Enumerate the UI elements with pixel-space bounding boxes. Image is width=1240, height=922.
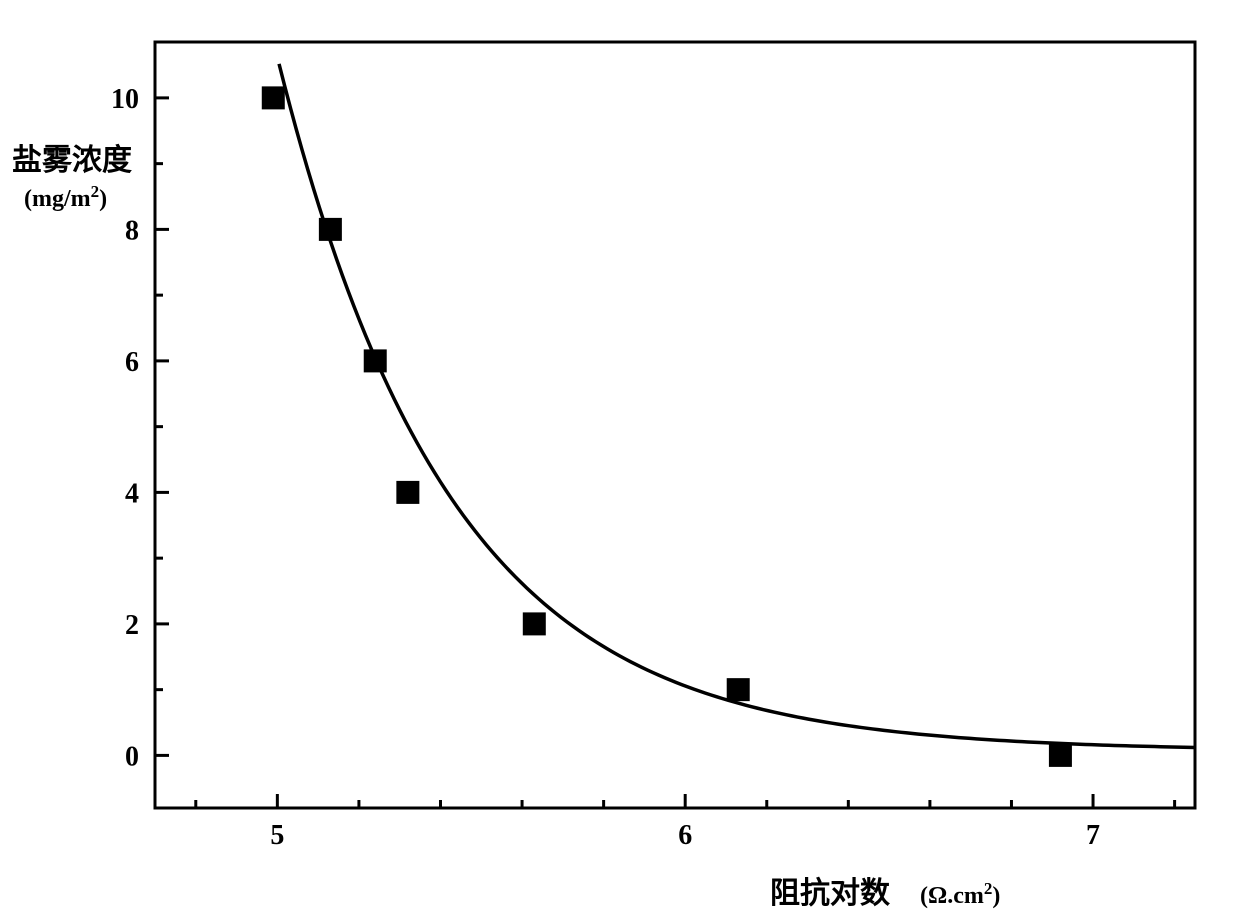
y-axis-label-unit: (mg/m2): [24, 182, 107, 213]
figure: 5 6 7 0 2 4 6 8 10 盐雾浓度 (mg/m2) 阻抗对数 (Ω.cm2): [0, 0, 1240, 922]
y-tick-label: 10: [111, 84, 139, 115]
x-axis-label-cn: 阻抗对数: [770, 876, 891, 910]
y-tick-label: 6: [125, 347, 139, 378]
y-tick-label: 0: [125, 741, 139, 772]
x-tick-label: 5: [270, 820, 284, 851]
y-axis-label-cn: 盐雾浓度: [12, 144, 132, 177]
plot-svg: 5 6 7 0 2 4 6 8 10 盐雾浓度 (mg/m2) 阻抗对数 (Ω.cm2): [0, 0, 1240, 922]
x-tick-label: 6: [678, 820, 692, 851]
y-tick-label: 2: [125, 610, 139, 641]
data-marker: [727, 679, 749, 701]
fit-curve: [279, 64, 1195, 748]
y-tick-label: 8: [125, 215, 139, 246]
x-axis-label-unit: (Ω.cm2): [920, 879, 1000, 910]
data-marker: [262, 87, 284, 109]
data-marker: [1049, 744, 1071, 766]
x-tick-label: 7: [1086, 820, 1100, 851]
y-tick-label: 4: [125, 478, 139, 509]
plot-frame: [155, 42, 1195, 808]
data-marker: [319, 218, 341, 240]
data-marker: [397, 481, 419, 503]
data-marker: [364, 350, 386, 372]
data-marker: [523, 613, 545, 635]
